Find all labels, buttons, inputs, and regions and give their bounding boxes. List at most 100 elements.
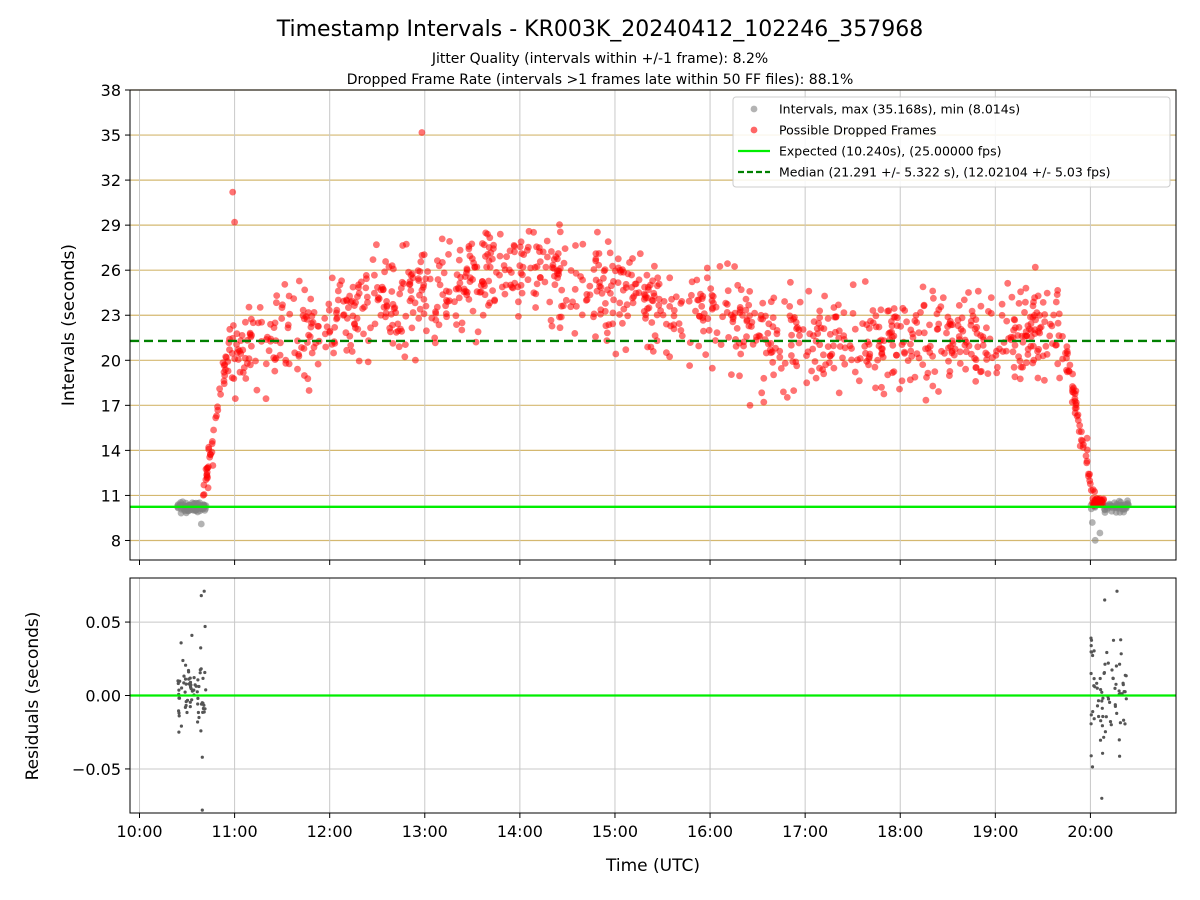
dropped-frame-point xyxy=(874,356,881,364)
dropped-frame-point xyxy=(586,282,594,290)
dropped-frame-point xyxy=(598,289,606,297)
dropped-frame-point xyxy=(325,300,333,308)
dropped-frame-point xyxy=(294,337,301,345)
dropped-frame-point xyxy=(1012,324,1019,331)
top-y-tick-label: 32 xyxy=(101,171,121,190)
residual-point xyxy=(1103,598,1107,602)
dropped-frame-point xyxy=(1007,333,1015,341)
dropped-frame-point xyxy=(455,256,463,264)
residual-point xyxy=(1089,754,1093,758)
dropped-frame-point xyxy=(915,329,923,337)
dropped-frame-point xyxy=(705,326,713,334)
dropped-frame-point xyxy=(216,385,224,393)
dropped-frame-point xyxy=(247,333,255,341)
dropped-frame-point xyxy=(702,351,710,358)
dropped-frame-point xyxy=(409,309,417,316)
dropped-frame-point xyxy=(1024,351,1032,358)
dropped-frame-point xyxy=(321,330,329,338)
residual-point xyxy=(202,703,206,707)
dropped-frame-point xyxy=(401,353,409,361)
dropped-frame-point xyxy=(979,342,987,349)
dropped-frame-point xyxy=(688,291,695,299)
dropped-frame-point xyxy=(253,386,261,394)
dropped-frame-point xyxy=(273,292,281,299)
dropped-frame-point xyxy=(524,243,532,251)
dropped-frame-point xyxy=(1055,310,1063,318)
dropped-frame-point xyxy=(861,278,869,285)
dropped-frame-point xyxy=(629,255,636,262)
dropped-frame-point xyxy=(295,352,303,360)
residual-point xyxy=(177,730,181,734)
chart-subtitle-jitter: Jitter Quality (intervals within +/-1 fr… xyxy=(431,51,768,67)
dropped-frame-point xyxy=(241,354,249,362)
bottom-plot-frame xyxy=(129,577,1177,814)
dropped-frame-point xyxy=(968,350,975,358)
dropped-frame-point xyxy=(907,326,915,334)
dropped-frame-point xyxy=(374,284,381,291)
dropped-frame-point xyxy=(408,324,416,332)
dropped-frame-point xyxy=(922,345,929,353)
dropped-frame-point xyxy=(686,362,693,369)
dropped-frame-point xyxy=(811,358,819,365)
x-tick-label: 11:00 xyxy=(212,822,258,841)
dropped-frame-point xyxy=(461,273,469,280)
dropped-frame-point xyxy=(592,333,599,341)
dropped-frame-point xyxy=(458,319,466,327)
dropped-frame-point xyxy=(322,343,330,351)
dropped-frame-point xyxy=(1017,363,1025,371)
residual-point xyxy=(203,707,207,711)
dropped-frame-point xyxy=(300,315,308,323)
dropped-frame-point xyxy=(276,351,284,359)
residual-point xyxy=(177,709,181,713)
dropped-frame-point xyxy=(826,330,834,338)
legend-label-dropped: Possible Dropped Frames xyxy=(779,123,936,138)
dropped-frame-point xyxy=(1030,342,1037,350)
residual-point xyxy=(1111,676,1115,681)
residual-point xyxy=(1098,676,1102,681)
interval-point xyxy=(1088,519,1096,526)
dropped-frame-point xyxy=(917,309,924,316)
residual-point xyxy=(1115,711,1119,716)
residual-point xyxy=(1089,722,1093,726)
dropped-frame-point xyxy=(562,296,570,304)
dropped-frame-point xyxy=(920,329,928,337)
interval-point xyxy=(190,506,198,514)
dropped-frame-point xyxy=(1086,470,1093,478)
dropped-frame-point xyxy=(736,372,743,380)
dropped-frame-point xyxy=(862,349,869,357)
dropped-frame-point xyxy=(590,313,597,321)
dropped-frame-point xyxy=(442,302,449,310)
dropped-frame-point xyxy=(330,349,337,357)
dropped-frame-point xyxy=(641,283,648,291)
dropped-frame-point xyxy=(420,310,428,318)
dropped-frame-point xyxy=(716,263,724,270)
dropped-frame-point xyxy=(1083,434,1091,442)
dropped-frame-point xyxy=(543,237,551,245)
dropped-frame-point xyxy=(698,302,706,310)
dropped-frame-point xyxy=(484,230,491,238)
dropped-frame-point xyxy=(252,357,259,365)
dropped-frame-point xyxy=(974,343,982,351)
dropped-frame-point xyxy=(965,289,972,296)
top-y-axis-label: Intervals (seconds) xyxy=(59,244,79,406)
dropped-frame-point xyxy=(808,367,815,375)
dropped-frame-point xyxy=(451,298,458,306)
dropped-frame-point xyxy=(764,340,772,348)
dropped-frame-point xyxy=(751,309,758,317)
dropped-frame-point xyxy=(816,341,824,349)
dropped-frame-point xyxy=(938,347,945,355)
dropped-frame-point xyxy=(764,329,772,337)
dropped-frame-point xyxy=(663,320,670,328)
dropped-frame-point xyxy=(742,306,750,314)
dropped-frame-point xyxy=(920,301,928,309)
dropped-frame-point xyxy=(382,258,389,265)
dropped-frame-point xyxy=(622,280,630,288)
residual-point xyxy=(1106,697,1111,701)
dropped-frame-point xyxy=(642,314,649,322)
dropped-frame-point xyxy=(323,323,331,331)
dropped-frame-point xyxy=(399,242,407,249)
dropped-frame-point xyxy=(233,340,240,348)
dropped-frame-point xyxy=(333,306,341,314)
dropped-frame-point xyxy=(1039,299,1047,306)
dropped-frame-point xyxy=(993,369,1001,377)
